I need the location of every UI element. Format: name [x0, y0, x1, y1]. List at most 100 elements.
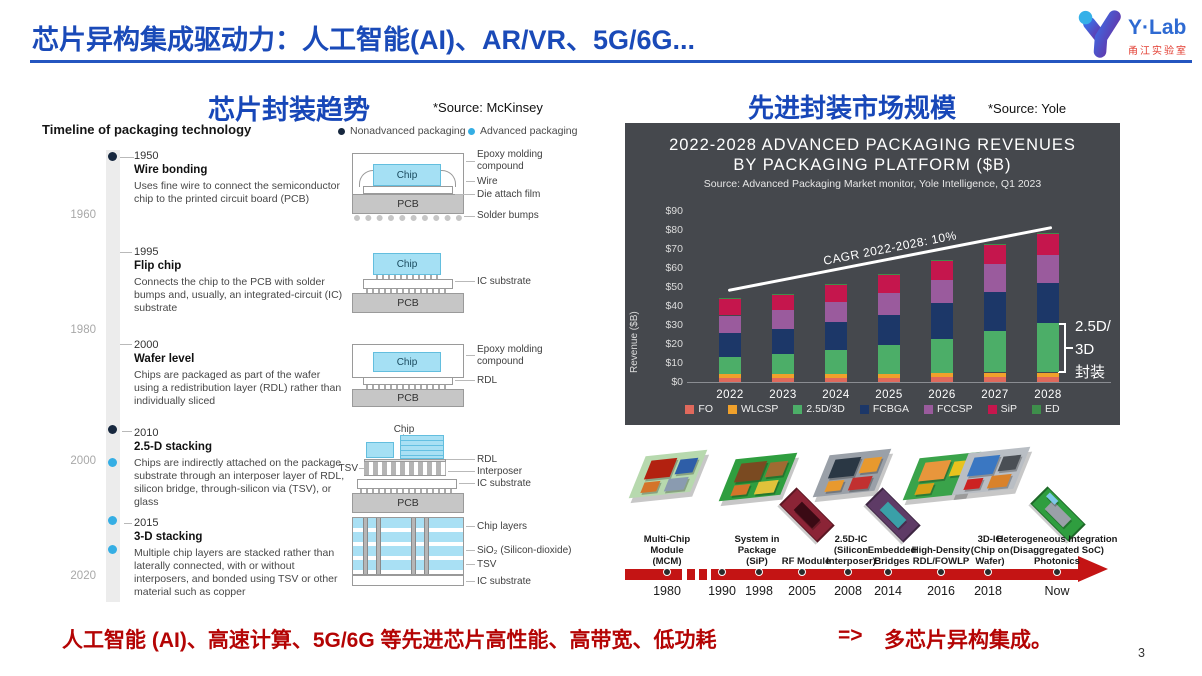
legend-label: SiP: [1000, 403, 1017, 415]
bar-segment-2024-WLCSP: [825, 374, 847, 379]
bar-segment-2023-FCBGA: [772, 328, 794, 355]
module-chip: [733, 460, 768, 483]
tech-arrow-segment: [711, 569, 1078, 580]
flipchip-chip: Chip: [373, 253, 441, 275]
waferlevel-pcb: PCB: [352, 389, 464, 407]
label-line: [466, 526, 475, 527]
entry-description: Multiple chip layers are stacked rather …: [134, 547, 338, 598]
module-label-embedded-bridges: Embedded Bridges: [867, 545, 917, 567]
chart-legend-item: SiP: [987, 403, 1017, 415]
timeline-dot-2000-advanced: [108, 458, 117, 467]
timeline-entry: 2015 3-D stacking Multiple chip layers are…: [134, 517, 346, 599]
bar-segment-2025-SiP: [878, 274, 900, 293]
connector-line: [124, 523, 132, 524]
module-chip: [917, 459, 952, 482]
module-label-heterogeneous: Heterogeneous Integration (Disaggregated…: [996, 534, 1118, 567]
bar-segment-2027-ED: [984, 244, 1006, 246]
bar-segment-2028-FCBGA: [1037, 283, 1059, 324]
arrow-year-label: 1990: [708, 584, 736, 598]
y-tick-label: $20: [665, 338, 683, 350]
module-label-25d-ic: 2.5D-IC (Silicon Interposer): [826, 534, 876, 567]
connector-line: [122, 431, 132, 432]
chart-subtitle: Source: Advanced Packaging Market monito…: [703, 178, 1042, 190]
legend-swatch-FCCSP: [924, 404, 934, 414]
diagram-label-epoxy: Epoxy molding compound: [477, 344, 543, 367]
bar-segment-2023-ED: [772, 293, 794, 295]
timeline-entry: 2010 2.5-D stacking Chips are indirectly a…: [134, 427, 346, 509]
entry-description: Connects the chip to the PCB with solder…: [134, 276, 343, 314]
diagram-label-sio2: SiO₂ (Silicon-dioxide): [477, 545, 572, 556]
flipchip-pcb: PCB: [352, 293, 464, 313]
timeline-dot-1950: [108, 152, 117, 161]
bar-segment-2024-2.5D/3D: [825, 349, 847, 375]
entry-year: 1995: [134, 246, 159, 258]
legend-label: Advanced packaging: [480, 125, 578, 137]
legend-label: FCCSP: [937, 403, 973, 415]
bar-segment-2028-ED: [1037, 232, 1059, 234]
wirebond-pcb: PCB: [352, 194, 464, 214]
chart-legend-item: FO: [685, 403, 713, 415]
bar-segment-2024-SiP: [825, 284, 847, 303]
module-flat-chip: [879, 501, 907, 529]
bump-row: [366, 289, 450, 293]
interposer-chip-small: [366, 442, 394, 458]
entry-title: 3-D stacking: [134, 531, 203, 543]
label-line: [446, 459, 475, 460]
bar-segment-2023-2.5D/3D: [772, 354, 794, 375]
diagram-label-rdl: RDL: [477, 454, 498, 465]
timeline-dot-advanced: [108, 545, 117, 554]
y-tick-label: $10: [665, 357, 683, 369]
module-chip: [663, 476, 689, 492]
wire-arc-left: [359, 170, 374, 187]
legend-label: FO: [698, 403, 713, 415]
footer-conclusion: 多芯片异构集成。: [884, 629, 1052, 652]
wirebond-chip: Chip: [373, 164, 441, 186]
module-flat-chip: [793, 501, 821, 529]
arrow-year-label: 2005: [788, 584, 816, 598]
diagram-label-interposer: Interposer: [477, 466, 523, 477]
y-tick-label: $30: [665, 319, 683, 331]
connector-line: [120, 344, 132, 345]
module-chip: [986, 473, 1012, 489]
chart-title-line2: BY PACKAGING PLATFORM ($B): [733, 156, 1012, 174]
bump-row: [376, 275, 438, 279]
timeline-dot-2010: [108, 425, 117, 434]
module-board: [951, 446, 1031, 496]
legend-swatch-WLCSP: [728, 404, 737, 414]
die-attach-film: [363, 186, 453, 194]
y-tick-label: $70: [665, 243, 683, 255]
label-line: [466, 161, 475, 162]
x-tick-label: 2025: [875, 389, 903, 401]
module-chip: [963, 477, 984, 490]
y-tick-label: $60: [665, 262, 683, 274]
arrow-year-dot: [798, 568, 806, 576]
diagram-label-chip-top: Chip: [393, 424, 415, 435]
timeline-entry: 1950 Wire bonding Uses fine wire to connec…: [134, 150, 346, 206]
bar-segment-2022-FCBGA: [719, 332, 741, 358]
module-label-rf-module: RF Module: [781, 556, 831, 567]
legend-swatch-FCBGA: [859, 404, 869, 414]
module-chip: [827, 456, 862, 479]
advanced-dot-icon: [468, 127, 475, 135]
entry-year: 2015: [134, 517, 159, 529]
module-chip: [764, 460, 789, 478]
arrow-year-label: 2008: [834, 584, 862, 598]
diagram-label-ic-substrate: IC substrate: [477, 576, 531, 587]
legend-label: 2.5D/3D: [806, 403, 845, 415]
module-chip: [643, 457, 678, 480]
left-source: *Source: McKinsey: [433, 100, 543, 115]
title-underline: [30, 60, 1192, 63]
bar-segment-2022-2.5D/3D: [719, 357, 741, 375]
tsv-column: [376, 518, 381, 574]
module-chip: [914, 482, 935, 495]
label-line: [466, 355, 475, 356]
bar-segment-2026-SiP: [931, 261, 953, 281]
bar-segment-2028-2.5D/3D: [1037, 323, 1059, 373]
legend-label: ED: [1044, 403, 1060, 415]
module-label-mcm: Multi-Chip Module (MCM): [643, 534, 691, 567]
bar-segment-2026-FO: [931, 377, 953, 382]
bar-segment-2027-FCCSP: [984, 264, 1006, 292]
entry-title: Flip chip: [134, 260, 182, 272]
right-source: *Source: Yole: [988, 101, 1067, 116]
